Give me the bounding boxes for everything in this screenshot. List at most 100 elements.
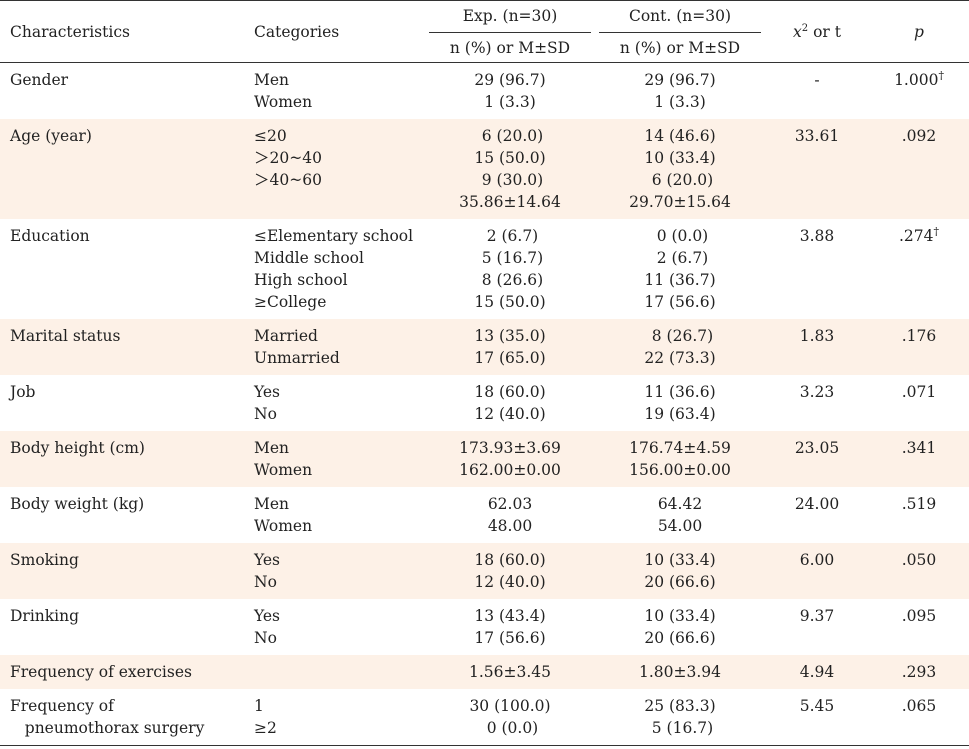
cell-cont: 10 (33.4) 20 (66.6) <box>595 543 765 599</box>
cell-characteristic: Frequency of pneumothorax surgery <box>0 689 248 746</box>
cell-category: ≤20 ＞20~40 ＞40~60 <box>248 119 425 219</box>
cell-cont-line: 29 (96.7) <box>644 71 716 89</box>
cell-category-line: Middle school <box>254 249 364 267</box>
cell-exp-line: 17 (56.6) <box>474 629 546 647</box>
cell-category: Married Unmarried <box>248 319 425 375</box>
cell-exp-line: 35.86±14.64 <box>459 193 561 211</box>
cell-characteristic: Frequency of exercises <box>0 655 248 689</box>
cell-category-line: Married <box>254 327 318 345</box>
cell-p: .519 <box>869 487 969 543</box>
cell-cont-line: 10 (33.4) <box>644 149 716 167</box>
cell-cont-line: 64.42 <box>657 495 703 513</box>
cell-category: Men Women <box>248 487 425 543</box>
cell-p: .065 <box>869 689 969 746</box>
cell-characteristic-line: Gender <box>10 71 69 89</box>
cell-exp-line: 162.00±0.00 <box>459 461 561 479</box>
p-value: 1.000 <box>894 71 939 89</box>
cell-stat: 9.37 <box>799 607 835 625</box>
cell-exp-line: 15 (50.0) <box>474 293 546 311</box>
p-value: .519 <box>901 495 937 513</box>
cell-p: .274† <box>869 219 969 319</box>
table-row: Gender Men Women 29 (96.7) 1 (3.3) 29 (96.7) 1… <box>0 63 969 120</box>
cell-exp-line: 30 (100.0) <box>469 697 551 715</box>
cell-category: Men Women <box>248 431 425 487</box>
cell-cont: 10 (33.4) 20 (66.6) <box>595 599 765 655</box>
cell-cont-line: 19 (63.4) <box>644 405 716 423</box>
cell-category-line: ≥College <box>254 293 327 311</box>
cell-category: Men Women <box>248 63 425 120</box>
cell-category: Yes No <box>248 599 425 655</box>
cell-category-line: Yes <box>254 383 281 401</box>
cell-exp-line: 17 (65.0) <box>474 349 546 367</box>
table-row: Age (year) ≤20 ＞20~40 ＞40~60 6 (20.0) 15 (50… <box>0 119 969 219</box>
header-p: p <box>869 0 969 63</box>
cell-category-line: No <box>254 629 277 647</box>
cell-cont-line: 176.74±4.59 <box>629 439 731 457</box>
cell-characteristic-line: Education <box>10 227 90 245</box>
cell-category-line: Men <box>254 439 290 457</box>
header-cont-group: Cont. (n=30) <box>595 0 765 33</box>
cell-category: Yes No <box>248 375 425 431</box>
cell-cont-line: 0 (0.0) <box>651 227 709 245</box>
cell-stat: 23.05 <box>765 431 869 487</box>
p-value: .341 <box>901 439 937 457</box>
table-row: Body weight (kg) Men Women 62.03 48.00 64.42 5… <box>0 487 969 543</box>
cell-exp: 6 (20.0) 15 (50.0) 9 (30.0) 35.86±14.64 <box>425 119 595 219</box>
cell-exp-line: 1 (3.3) <box>484 93 536 111</box>
cell-exp: 18 (60.0) 12 (40.0) <box>425 375 595 431</box>
cell-category-line: ≤20 <box>254 127 287 145</box>
cell-characteristic: Education <box>0 219 248 319</box>
cell-cont-line: 20 (66.6) <box>644 629 716 647</box>
cell-characteristic-line: Marital status <box>10 327 121 345</box>
cell-exp-line: 8 (26.6) <box>476 271 544 289</box>
cell-cont: 1.80±3.94 <box>595 655 765 689</box>
cell-p: .092 <box>869 119 969 219</box>
cell-exp-line: 5 (16.7) <box>476 249 544 267</box>
p-value: .293 <box>901 663 937 681</box>
cell-characteristic: Drinking <box>0 599 248 655</box>
cell-exp-line: 6 (20.0) <box>476 127 544 145</box>
cell-category-line: Men <box>254 71 290 89</box>
cell-category-line: No <box>254 405 277 423</box>
table-row: Marital status Married Unmarried 13 (35.0) 1… <box>0 319 969 375</box>
table-row: Body height (cm) Men Women 173.93±3.69 162.0… <box>0 431 969 487</box>
p-value: .071 <box>901 383 937 401</box>
table-row: Frequency of exercises 1.56±3.45 1.80±3.94… <box>0 655 969 689</box>
cell-p: .176 <box>869 319 969 375</box>
p-value: .065 <box>901 697 937 715</box>
cell-category-line: ＞40~60 <box>254 171 322 189</box>
cell-cont-line: 8 (26.7) <box>646 327 714 345</box>
cell-stat: 1.83 <box>765 319 869 375</box>
cell-cont-line: 6 (20.0) <box>646 171 714 189</box>
cell-exp-line: 18 (60.0) <box>474 383 546 401</box>
cell-cont: 29 (96.7) 1 (3.3) <box>595 63 765 120</box>
cell-cont: 64.42 54.00 <box>595 487 765 543</box>
cell-category-line: Men <box>254 495 290 513</box>
cell-p: 1.000† <box>869 63 969 120</box>
cell-category-line: ＞20~40 <box>254 149 322 167</box>
table-row: Job Yes No 18 (60.0) 12 (40.0) 11 (36.6) 19 (6… <box>0 375 969 431</box>
cell-category-line: Women <box>254 461 313 479</box>
dagger-mark: † <box>933 224 940 238</box>
cell-characteristic-line: Body height (cm) <box>10 439 145 457</box>
table-row: Drinking Yes No 13 (43.4) 17 (56.6) 10 (33.4)… <box>0 599 969 655</box>
cell-category-line: High school <box>254 271 348 289</box>
cell-characteristic: Job <box>0 375 248 431</box>
cell-exp-line: 13 (43.4) <box>474 607 546 625</box>
cell-cont-line: 5 (16.7) <box>646 719 714 737</box>
cell-characteristic: Age (year) <box>0 119 248 219</box>
header-chi-or-t: x2 or t <box>765 0 869 63</box>
cell-exp: 13 (43.4) 17 (56.6) <box>425 599 595 655</box>
cell-exp-line: 2 (6.7) <box>481 227 539 245</box>
cell-cont-line: 11 (36.7) <box>644 271 716 289</box>
table-row: Frequency of pneumothorax surgery 1 ≥2 30 (… <box>0 689 969 746</box>
cell-exp-line: 18 (60.0) <box>474 551 546 569</box>
cell-category: 1 ≥2 <box>248 689 425 746</box>
table-row: Smoking Yes No 18 (60.0) 12 (40.0) 10 (33.4) 2… <box>0 543 969 599</box>
cell-cont: 8 (26.7) 22 (73.3) <box>595 319 765 375</box>
dagger-mark: † <box>938 68 944 82</box>
cell-p: .071 <box>869 375 969 431</box>
cell-exp-line: 12 (40.0) <box>474 573 546 591</box>
cell-category <box>248 655 425 689</box>
